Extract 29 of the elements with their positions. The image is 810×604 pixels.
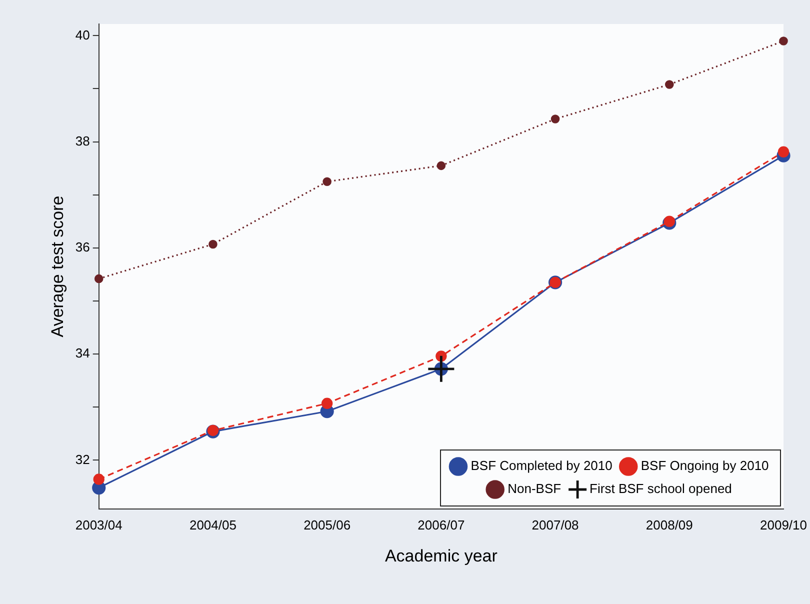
legend-label: BSF Ongoing by 2010	[640, 458, 769, 474]
y-tick-label: 32	[75, 452, 90, 467]
point	[779, 36, 788, 46]
point	[93, 474, 104, 485]
y-tick-label: 34	[75, 346, 90, 361]
x-tick-label: 2007/08	[532, 517, 579, 532]
point	[208, 240, 218, 249]
point	[436, 161, 446, 170]
x-tick-label: 2009/10	[760, 517, 808, 532]
x-tick-label: 2005/06	[304, 517, 351, 532]
x-tick-label: 2003/04	[75, 517, 122, 532]
x-axis-title: Academic year	[384, 546, 498, 566]
point	[664, 216, 675, 227]
y-axis-title: Average test score	[48, 196, 67, 338]
point	[322, 177, 332, 186]
y-tick-label: 38	[75, 133, 90, 148]
x-tick-label: 2004/05	[189, 517, 236, 532]
point	[321, 398, 333, 410]
point	[778, 146, 790, 158]
y-tick-label: 40	[75, 27, 90, 42]
legend-label: BSF Completed by 2010	[470, 458, 612, 474]
x-tick-label: 2008/09	[646, 517, 693, 532]
point	[664, 80, 674, 89]
x-tick-label: 2006/07	[418, 517, 465, 532]
point	[550, 114, 560, 124]
legend-label: Non-BSF	[508, 481, 562, 496]
y-tick-label: 36	[75, 240, 90, 255]
legend-label: First BSF school opened	[590, 481, 732, 496]
point	[94, 274, 104, 284]
